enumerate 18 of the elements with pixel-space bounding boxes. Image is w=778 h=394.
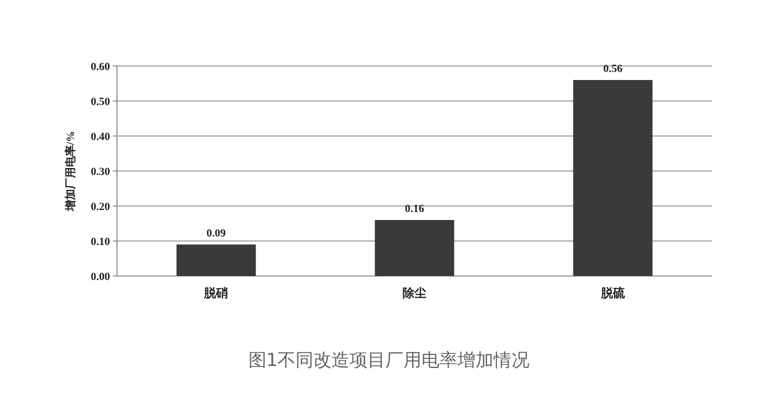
y-axis-title: 增加厂用电率/% [64,130,77,212]
y-tick-label: 0.60 [90,61,110,73]
data-label: 0.09 [206,228,226,240]
bar [573,80,652,276]
data-label: 0.16 [404,203,425,215]
y-tick-label: 0.40 [90,131,110,143]
data-label: 0.56 [603,63,623,75]
y-tick-label: 0.20 [90,201,110,213]
y-tick-label: 0.00 [90,271,110,283]
y-tick-label: 0.50 [90,96,110,108]
x-tick-label: 脱硝 [203,286,228,300]
x-tick-label: 除尘 [402,286,426,300]
y-tick-label: 0.30 [90,166,110,178]
y-tick-label: 0.10 [90,236,110,248]
caption: 图1不同改造项目厂用电率增加情况 [248,350,530,371]
x-tick-label: 脱硫 [600,286,625,300]
bar [176,244,256,276]
bar [374,220,454,276]
